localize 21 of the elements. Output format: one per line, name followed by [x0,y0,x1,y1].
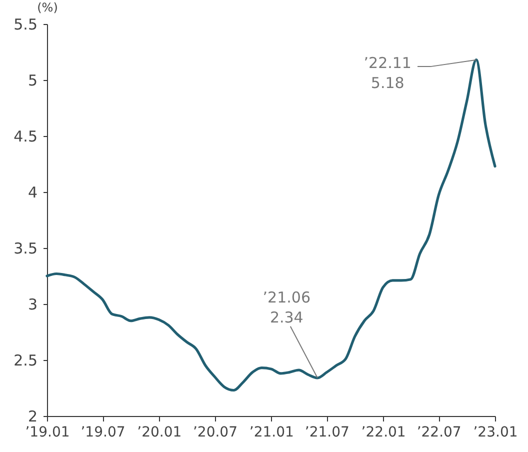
x-tick-label: ’21.07 [304,424,350,440]
y-tick-label: 2.5 [14,352,38,370]
x-tick-label: ’21.01 [249,424,294,440]
annotation: ’22.11 5.18 [364,54,412,92]
line-series [46,58,496,392]
annotation: ’21.06 2.34 [262,288,311,326]
x-tick-label: ’20.01 [137,424,182,440]
y-tick-label: 3 [28,296,38,314]
y-tick-label: 5 [28,72,38,90]
y-tick-label: 3.5 [14,240,38,258]
x-tick-label: ’22.07 [416,424,462,440]
y-tick-label: 2 [28,408,38,426]
y-tick-label: 4.5 [14,128,38,146]
x-tick-label: ’19.07 [80,424,126,440]
x-tick-label: ’19.01 [25,424,70,440]
y-axis-title: (%) [37,0,58,14]
x-tick-label: ’22.01 [361,424,406,440]
y-tick-label: 4 [28,184,38,202]
x-tick-label: ’23.01 [473,424,518,440]
x-tick-label: ’20.07 [192,424,238,440]
y-tick-label: 5.5 [14,16,38,34]
